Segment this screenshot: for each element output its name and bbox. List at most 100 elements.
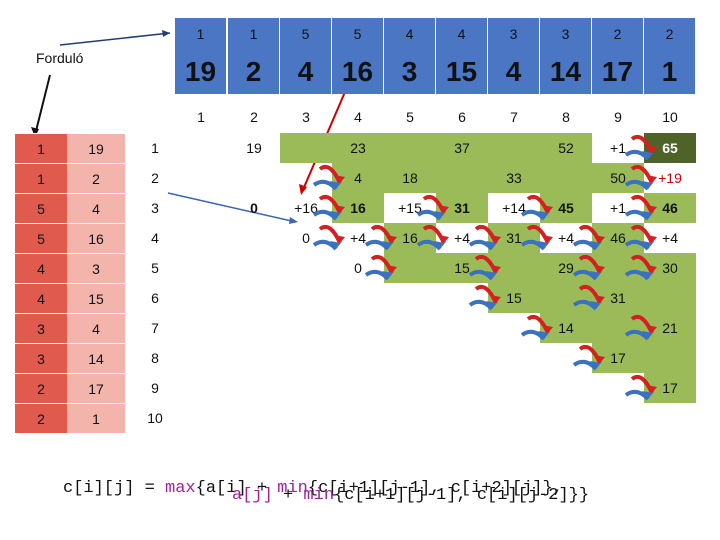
table-cell: 46 [662,200,678,216]
left-weight-cell: 1 [15,163,67,193]
left-value-cell: 15 [67,283,125,313]
table-cell-fill [644,343,696,373]
table-cell: +15 [398,200,422,216]
table-cell: 15 [506,290,522,306]
top-weight-cell: 4 [384,18,436,50]
column-header: 8 [562,109,570,125]
row-header: 8 [151,350,159,366]
table-cell: 50 [610,170,626,186]
table-cell: 46 [610,230,626,246]
left-weight-cell: 2 [15,373,67,403]
formula-line1: c[i][j] = max{a[i] + min{c[i+1][j-1], c[… [63,479,563,498]
table-cell: 18 [402,170,418,186]
top-value-cell: 14 [540,50,592,94]
row-header: 9 [151,380,159,396]
left-value-cell: 3 [67,253,125,283]
table-cell: 21 [662,320,678,336]
table-cell: 15 [454,260,470,276]
left-value-cell: 14 [67,343,125,373]
table-cell: 16 [402,230,418,246]
recurrence-formula: c[i][j] = max{a[i] + min{c[i+1][j-1], c[… [63,460,563,498]
table-cell: +19 [658,170,682,186]
table-cell-fill [540,133,592,163]
left-value-cell: 4 [67,193,125,223]
top-weight-cell: 1 [228,18,280,50]
table-cell-fill [280,133,332,163]
row-header: 10 [147,410,163,426]
table-cell-fill [592,313,644,343]
table-cell: 23 [350,140,366,156]
table-cell: 0 [354,260,362,276]
left-weight-cell: 2 [15,403,67,433]
table-cell-fill [332,133,384,163]
table-cell: +14 [502,200,526,216]
column-header: 5 [406,109,414,125]
table-cell-fill [384,133,436,163]
table-cell-fill [436,133,488,163]
table-cell: 30 [662,260,678,276]
left-value-cell: 19 [67,133,125,163]
table-cell-fill [644,283,696,313]
table-cell: 45 [558,200,574,216]
row-header: 2 [151,170,159,186]
table-cell-fill [488,253,540,283]
top-value-cell: 17 [592,50,644,94]
row-header: 1 [151,140,159,156]
left-value-cell: 1 [67,403,125,433]
fordulo-label: Forduló [36,50,84,66]
row-header: 7 [151,320,159,336]
top-value-cell: 16 [332,50,384,94]
left-value-cell: 2 [67,163,125,193]
column-header: 2 [250,109,258,125]
column-header: 10 [662,109,678,125]
table-cell: +4 [558,230,574,246]
column-header: 9 [614,109,622,125]
left-value-cell: 16 [67,223,125,253]
top-value-cell: 2 [228,50,280,94]
table-cell-fill [592,253,644,283]
table-cell: 0 [302,230,310,246]
left-weight-cell: 3 [15,343,67,373]
row-header: 5 [151,260,159,276]
top-value-cell: 19 [175,50,227,94]
top-weight-cell: 2 [592,18,644,50]
row-header: 6 [151,290,159,306]
table-cell: 0 [250,200,258,216]
left-value-cell: 17 [67,373,125,403]
table-cell: 17 [610,350,626,366]
left-weight-cell: 4 [15,253,67,283]
table-cell: +4 [454,230,470,246]
table-cell: +1 [610,140,626,156]
column-header: 1 [197,109,205,125]
table-cell-fill [384,163,436,193]
top-value-cell: 3 [384,50,436,94]
left-value-cell: 4 [67,313,125,343]
left-weight-cell: 5 [15,223,67,253]
top-weight-cell: 3 [488,18,540,50]
table-cell-fill [488,133,540,163]
table-cell: 37 [454,140,470,156]
top-weight-cell: 2 [644,18,696,50]
table-cell: 17 [662,380,678,396]
column-header: 3 [302,109,310,125]
table-cell: 52 [558,140,574,156]
column-header: 7 [510,109,518,125]
top-weight-cell: 4 [436,18,488,50]
top-value-cell: 1 [644,50,696,94]
table-cell-fill [540,283,592,313]
table-cell: +4 [662,230,678,246]
row-header: 4 [151,230,159,246]
table-cell: 16 [350,200,366,216]
left-weight-cell: 3 [15,313,67,343]
table-cell-fill [540,163,592,193]
top-weight-cell: 1 [175,18,227,50]
top-value-cell: 4 [280,50,332,94]
top-weight-cell: 5 [280,18,332,50]
table-cell-fill [384,253,436,283]
row-header: 3 [151,200,159,216]
table-cell: 31 [506,230,522,246]
table-cell: 19 [246,140,262,156]
table-cell-fill [488,163,540,193]
table-cell: 14 [558,320,574,336]
top-weight-cell: 5 [332,18,384,50]
